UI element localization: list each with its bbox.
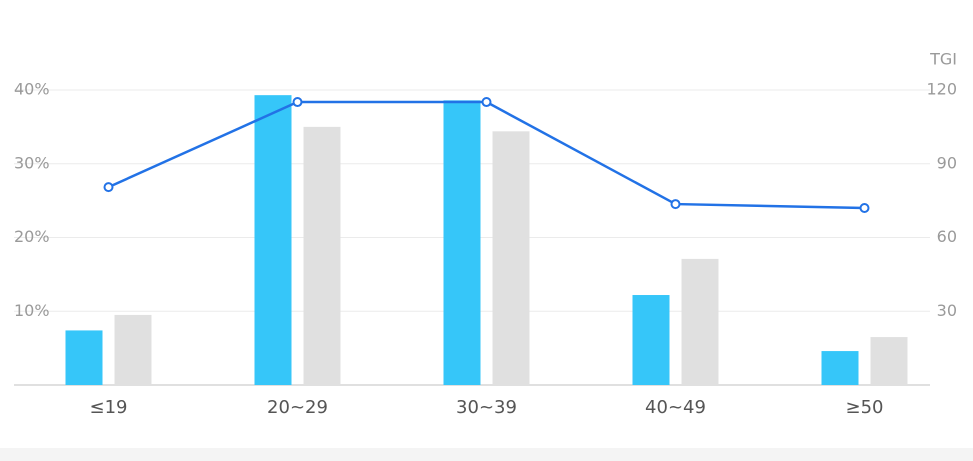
bar (443, 100, 481, 385)
line-marker (103, 182, 114, 193)
line-marker (292, 97, 303, 108)
y2-tick-label: 120 (926, 80, 957, 99)
bar (632, 295, 670, 385)
x-tick-label: ≥50 (846, 397, 884, 418)
bar (681, 258, 719, 385)
x-tick-label: 30~39 (456, 397, 517, 418)
y-tick-label: 40% (14, 80, 50, 99)
x-tick-label: 20~29 (267, 397, 328, 418)
x-tick-label: 40~49 (645, 397, 706, 418)
bar (65, 330, 103, 385)
y2-tick-label: 90 (937, 153, 957, 172)
y-tick-label: 20% (14, 227, 50, 246)
y-tick-label: 10% (14, 301, 50, 320)
bar (114, 314, 152, 385)
bar (492, 131, 530, 385)
x-tick-label: ≤19 (90, 397, 128, 418)
line-marker (859, 203, 870, 213)
bar (303, 126, 341, 385)
line-marker (481, 97, 492, 108)
y-tick-label: 30% (14, 153, 50, 172)
y2-tick-label: 60 (937, 227, 957, 246)
bar (870, 337, 908, 385)
line-marker (670, 199, 681, 210)
footer-band (0, 448, 973, 461)
bar (821, 351, 859, 385)
bar (254, 95, 292, 385)
y2-tick-label: 30 (937, 301, 957, 320)
line (107, 100, 865, 210)
y2-axis-label: TGI (929, 50, 957, 69)
